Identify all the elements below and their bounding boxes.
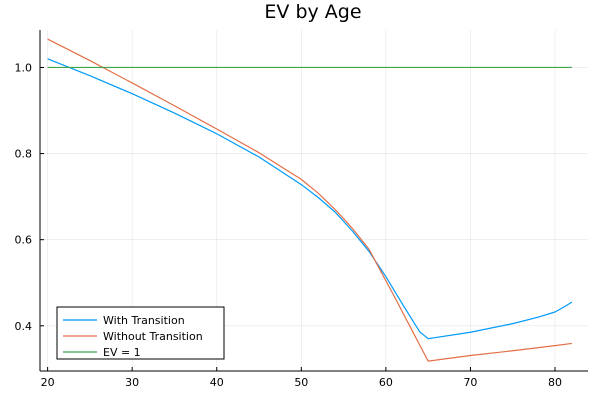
plot-lines — [47, 38, 573, 362]
x-tick-label-4: 60 — [379, 376, 393, 389]
x-tick-label-1: 30 — [125, 376, 139, 389]
axes: 20 30 40 50 60 70 80 0.4 0.6 0.8 1.0 — [15, 30, 588, 389]
series-line-0 — [47, 58, 573, 340]
legend-label-0: With Transition — [103, 314, 185, 327]
y-tick-label-0: 0.4 — [15, 320, 33, 333]
x-tick-label-6: 80 — [548, 376, 562, 389]
chart-title: EV by Age — [264, 1, 361, 23]
y-tick-label-3: 1.0 — [15, 61, 33, 74]
legend-box — [56, 306, 225, 360]
legend-label-2: EV = 1 — [103, 346, 141, 359]
x-tick-label-5: 70 — [463, 376, 477, 389]
y-tick-label-1: 0.6 — [15, 234, 33, 247]
series-line-1 — [47, 38, 573, 362]
legend-label-1: Without Transition — [103, 330, 203, 343]
x-tick-label-3: 50 — [294, 376, 308, 389]
legend: With Transition Without Transition EV = 1 — [56, 306, 225, 360]
x-tick-label-0: 20 — [41, 376, 55, 389]
y-tick-label-2: 0.8 — [15, 148, 33, 161]
x-tick-label-2: 40 — [210, 376, 224, 389]
